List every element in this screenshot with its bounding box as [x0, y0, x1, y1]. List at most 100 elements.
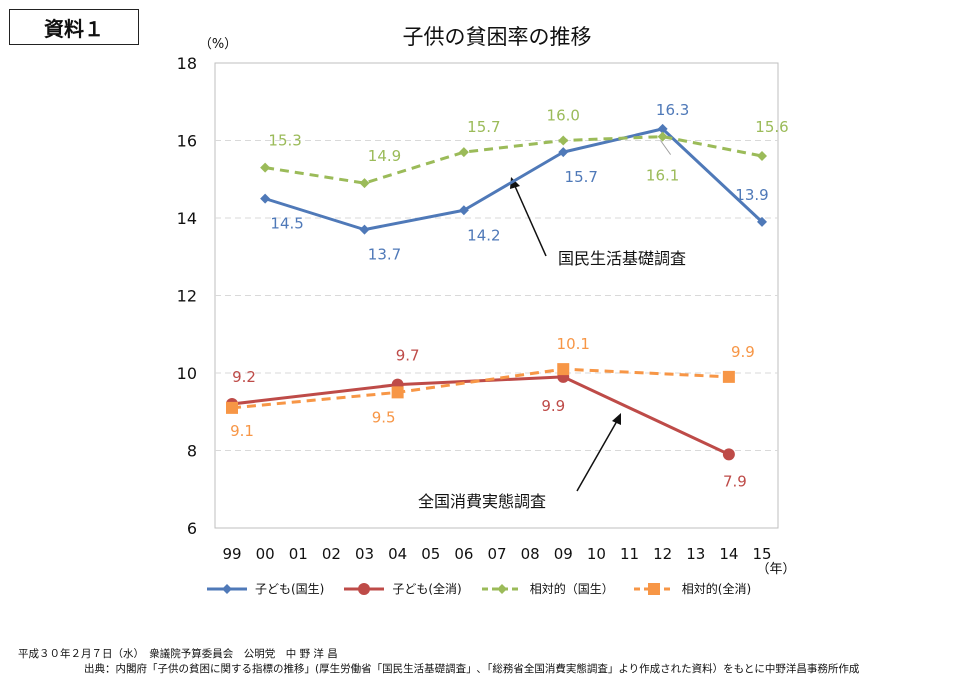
- data-label: 16.0: [547, 107, 580, 125]
- y-tick-label: 18: [177, 54, 197, 73]
- data-point-marker: [558, 147, 569, 158]
- y-tick-label: 16: [177, 132, 197, 151]
- x-tick-label: 00: [256, 545, 275, 563]
- data-label: 14.2: [467, 226, 500, 244]
- y-tick-label: 10: [177, 364, 197, 383]
- legend-marker: [647, 582, 660, 595]
- x-tick-label: 01: [289, 545, 308, 563]
- legend-key: [344, 582, 385, 595]
- data-point-marker: [359, 224, 370, 235]
- arrow-national-survey: [513, 183, 547, 257]
- arrow-consumption-survey: [576, 420, 618, 492]
- legend-key: [633, 582, 674, 595]
- legend-marker: [496, 583, 507, 594]
- y-tick-label: 8: [187, 442, 197, 461]
- footer-source-speaker: 平成３０年２月７日（水） 衆議院予算委員会 公明党 中 野 洋 昌: [18, 648, 338, 660]
- legend-key: [481, 583, 522, 594]
- data-label: 10.1: [557, 335, 590, 353]
- data-point-marker: [557, 363, 570, 376]
- data-point-marker: [260, 162, 271, 173]
- legend-label: 子ども(国生): [255, 582, 325, 596]
- x-tick-label: 05: [421, 545, 440, 563]
- data-label: 15.7: [467, 118, 500, 136]
- x-tick-label: 02: [322, 545, 341, 563]
- arrowhead-national-survey: [510, 177, 520, 189]
- footer-source-citation: 出典：内閣府「子供の貧困に関する指標の推移」(厚生労働省「国民生活基礎調査」､「…: [84, 663, 860, 675]
- data-label: 9.2: [232, 368, 256, 386]
- x-tick-label: 15: [752, 545, 771, 563]
- label-leader-line: [660, 140, 672, 155]
- data-point-marker: [757, 151, 767, 161]
- legend-marker: [222, 583, 232, 594]
- data-label: 9.9: [731, 343, 755, 361]
- x-tick-label: 11: [620, 545, 639, 563]
- data-label: 9.7: [396, 347, 420, 365]
- data-point-marker: [722, 448, 735, 461]
- data-point-marker: [391, 386, 404, 399]
- data-label: 16.3: [656, 101, 689, 119]
- legend-label: 相対的（国生）: [529, 582, 614, 596]
- data-label: 15.3: [268, 132, 301, 150]
- y-tick-label: 14: [177, 209, 197, 228]
- data-labels-layer: 14.5 13.7 14.2 15.7 16.3 13.9 9.2 9.7 9.9 7.9 15.3…: [230, 101, 789, 491]
- data-point-marker: [458, 205, 469, 216]
- arrowhead-consumption-survey: [612, 413, 621, 425]
- data-point-marker: [657, 123, 668, 134]
- legend-key: [207, 583, 247, 594]
- data-label: 9.5: [372, 408, 396, 426]
- y-tick-label: 6: [187, 519, 197, 538]
- x-tick-label: 07: [487, 545, 506, 563]
- data-point-marker: [226, 401, 238, 414]
- legend-item: 子ども(全消): [342, 580, 462, 597]
- legend-item: 相対的(全消): [632, 580, 751, 597]
- x-axis-unit: （年）: [756, 562, 795, 577]
- data-label: 7.9: [723, 472, 747, 490]
- document-label: 資料１: [9, 9, 139, 45]
- series-line-0: [264, 127, 764, 232]
- data-label: 16.1: [646, 167, 679, 185]
- legend-label: 相対的(全消): [681, 582, 752, 596]
- data-label: 14.5: [270, 215, 303, 233]
- data-label: 9.9: [541, 397, 565, 415]
- legend: 子ども(国生) 子ども(全消) 相対的（国生） 相対的(全消): [205, 580, 751, 597]
- series-line-1: [231, 375, 730, 456]
- x-tick-label: 99: [222, 545, 241, 563]
- x-tick-labels: 99 00 01 02 03 04 05 06 07 08 09 10 11 12 13 14 15: [222, 545, 771, 563]
- x-tick-label: 03: [355, 545, 374, 563]
- gridlines: [215, 140, 778, 451]
- data-label: 13.7: [368, 246, 401, 264]
- x-tick-label: 06: [454, 545, 473, 563]
- series-layer: [226, 123, 767, 461]
- x-tick-label: 13: [686, 545, 705, 563]
- y-tick-label: 12: [177, 287, 197, 306]
- y-tick-labels: 6 8 10 12 14 16 18: [177, 54, 197, 538]
- legend-marker: [358, 582, 371, 595]
- data-label: 14.9: [368, 147, 401, 165]
- chart-title: 子供の貧困率の推移: [403, 25, 592, 49]
- x-tick-label: 08: [521, 545, 540, 563]
- y-axis-unit: （%）: [199, 37, 237, 52]
- legend-item: 相対的（国生）: [480, 580, 614, 597]
- data-point-marker: [558, 135, 569, 146]
- series-line-2: [264, 135, 763, 185]
- data-point-marker: [657, 131, 668, 142]
- x-tick-label: 14: [719, 545, 738, 563]
- x-tick-label: 10: [587, 545, 606, 563]
- data-point-marker: [722, 370, 735, 383]
- legend-label: 子ども(全消): [392, 582, 462, 596]
- x-tick-label: 04: [388, 545, 407, 563]
- data-label: 15.7: [565, 168, 598, 186]
- data-label: 15.6: [755, 118, 788, 136]
- annotation-arrows: [510, 177, 621, 492]
- data-point-marker: [359, 178, 370, 189]
- data-label: 13.9: [735, 186, 768, 204]
- annotation-consumption-survey: 全国消費実態調査: [418, 492, 546, 511]
- data-label: 9.1: [230, 422, 254, 440]
- data-point-marker: [260, 193, 271, 204]
- annotation-national-survey: 国民生活基礎調査: [558, 249, 686, 268]
- data-point-marker: [757, 216, 767, 227]
- x-tick-label: 12: [653, 545, 672, 563]
- data-point-marker: [458, 147, 469, 158]
- x-tick-label: 09: [554, 545, 573, 563]
